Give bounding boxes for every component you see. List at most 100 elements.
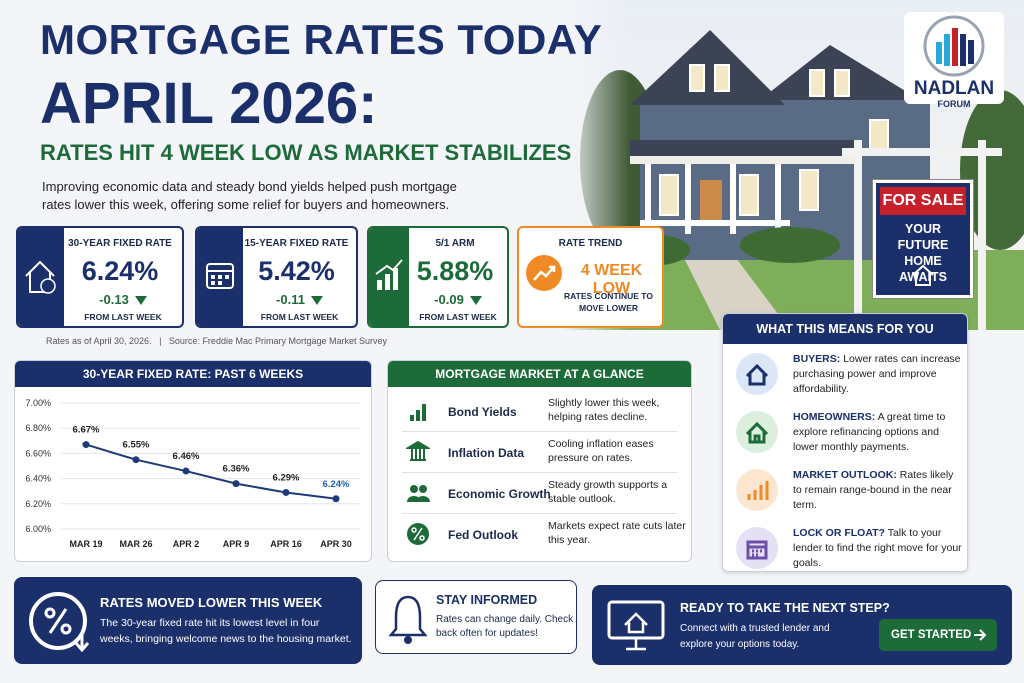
sign-text: YOUR FUTURE HOME AWAITS: [897, 222, 949, 284]
rate-card: 15-YEAR FIXED RATE 5.42% -0.11 FROM LAST…: [195, 226, 358, 328]
logo: NADLAN FORUM: [904, 12, 1004, 109]
rate-card: 5/1 ARM 5.88% -0.09 FROM LAST WEEK: [367, 226, 509, 328]
value-label: 6.29%: [273, 472, 300, 483]
x-tick-label: MAR 26: [119, 539, 152, 549]
x-tick-label: APR 2: [173, 539, 200, 549]
point: [232, 480, 240, 488]
value-label: 6.36%: [223, 464, 250, 475]
icon: [407, 485, 430, 502]
icon: [736, 411, 778, 453]
meaning-body: Lower rates can increase purchasing powe…: [793, 353, 961, 395]
trend-value: 4 WEEK LOW: [580, 262, 643, 297]
glance-text: Slightly lower this week, helping rates …: [548, 397, 660, 423]
chart-title: 30-YEAR FIXED RATE: PAST 6 WEEKS: [15, 361, 371, 387]
trend-icon: [526, 255, 562, 291]
glance-icon: [406, 399, 430, 423]
card-change: -0.13: [64, 292, 182, 307]
card-label: 30-YEAR FIXED RATE: [68, 238, 172, 249]
point: [182, 467, 190, 475]
x-tick-label: MAR 19: [69, 539, 102, 549]
y-tick-label: 7.00%: [25, 398, 51, 408]
card-label: 5/1 ARM: [435, 238, 475, 249]
icon: [407, 523, 429, 545]
meaning-icon: [735, 468, 779, 512]
row-divider: [402, 513, 677, 514]
meaning-head: LOCK OR FLOAT?: [793, 527, 885, 539]
card-icon-bg: [369, 228, 409, 326]
change-value: -0.09: [434, 292, 464, 307]
computer-icon: [607, 600, 665, 651]
glance-label: Bond Yields: [448, 405, 517, 419]
for-sale-sign: FOR SALE YOUR FUTURE HOME AWAITS: [872, 179, 974, 299]
icon: [736, 527, 778, 569]
change-value: -0.13: [99, 292, 129, 307]
icon: [410, 404, 426, 421]
button-label: GET STARTED: [891, 629, 972, 641]
glance-icon: [406, 481, 430, 505]
y-tick-label: 6.00%: [25, 524, 51, 534]
cta-box: READY TO TAKE THE NEXT STEP? Connect wit…: [592, 585, 1012, 665]
y-tick-label: 6.40%: [25, 474, 51, 484]
meaning-body: A great time to explore refinancing opti…: [793, 411, 946, 453]
moved-box: RATES MOVED LOWER THIS WEEK The 30-year …: [14, 577, 362, 664]
down-arrow: [469, 296, 482, 306]
glance-label: Economic Growth: [448, 487, 551, 501]
title-line1: MORTGAGE RATES TODAY: [40, 16, 603, 63]
value-label: 6.55%: [123, 440, 150, 451]
line: [85, 443, 337, 500]
down-arrow: [310, 296, 323, 306]
down-arrow: [134, 296, 147, 306]
chart-panel: 30-YEAR FIXED RATE: PAST 6 WEEKS 6.00% 6.…: [14, 360, 372, 562]
sign-top: FOR SALE: [880, 187, 966, 215]
meaning-text: LOCK OR FLOAT? Talk to your lender to fi…: [793, 526, 963, 571]
card-rate: 5.88%: [416, 256, 494, 286]
get-started-button[interactable]: GET STARTED: [879, 619, 997, 651]
meaning-icon: [735, 352, 779, 396]
informed-text: Rates can change daily. Check back often…: [436, 614, 574, 639]
source-text: Source: Freddie Mac Primary Mortgage Mar…: [168, 336, 387, 346]
glance-label: Fed Outlook: [448, 528, 518, 542]
glance-text: Steady growth supports a stable outlook.: [548, 479, 668, 505]
row-divider: [402, 472, 677, 473]
brand-name: NADLAN: [913, 78, 995, 99]
point: [282, 488, 290, 496]
meaning-text: BUYERS: Lower rates can increase purchas…: [793, 352, 963, 397]
sign-house-icon: [912, 264, 934, 286]
y-tick-label: 6.80%: [25, 423, 51, 433]
meaning-title: WHAT THIS MEANS FOR YOU: [723, 314, 967, 344]
title-line2: APRIL 2026:: [40, 71, 378, 136]
point: [332, 495, 340, 503]
cta-title: READY TO TAKE THE NEXT STEP?: [680, 601, 890, 615]
point: [132, 456, 140, 464]
moved-title: RATES MOVED LOWER THIS WEEK: [100, 595, 323, 610]
value-label: 6.67%: [73, 425, 100, 436]
glance-text: Markets expect rate cuts later this year…: [548, 520, 686, 546]
x-tick-label: APR 16: [270, 539, 302, 549]
glance-label: Inflation Data: [448, 446, 525, 460]
chart: 6.00% 6.20% 6.40% 6.60% 6.80% 7.00% 6.67% 6.55%…: [25, 398, 361, 549]
card-note: FROM LAST WEEK: [260, 312, 339, 322]
card-icon-bg: [197, 228, 243, 326]
card-change: -0.11: [243, 292, 356, 307]
meaning-body: Rates likely to remain range-bound in th…: [793, 469, 954, 511]
source-line: Rates as of April 30, 2026. | Source: Fr…: [46, 336, 387, 346]
meaning-text: MARKET OUTLOOK: Rates likely to remain r…: [793, 468, 963, 513]
informed-title: STAY INFORMED: [436, 593, 538, 607]
glance-icon: [404, 440, 432, 464]
meaning-head: HOMEOWNERS:: [793, 411, 876, 423]
meaning-text: HOMEOWNERS: A great time to explore refi…: [793, 410, 963, 455]
meaning-icon: [735, 410, 779, 454]
meaning-body: Talk to your lender to find the right mo…: [793, 527, 962, 569]
glance-text: Cooling inflation eases pressure on rate…: [548, 438, 654, 464]
moved-text: The 30-year fixed rate hit its lowest le…: [100, 617, 352, 645]
card-rate: 5.42%: [258, 256, 335, 286]
glance-title: MORTGAGE MARKET AT A GLANCE: [388, 361, 691, 387]
brand-sub: FORUM: [937, 99, 971, 109]
trend-note: RATES CONTINUE TO MOVE LOWER: [564, 291, 653, 313]
subtitle: RATES HIT 4 WEEK LOW AS MARKET STABILIZE…: [40, 140, 572, 165]
card-label: 15-YEAR FIXED RATE: [244, 238, 349, 249]
y-tick-label: 6.20%: [25, 499, 51, 509]
card-change: -0.09: [409, 292, 507, 307]
meaning-panel: WHAT THIS MEANS FOR YOU BUYERS: Lower ra…: [722, 313, 968, 572]
